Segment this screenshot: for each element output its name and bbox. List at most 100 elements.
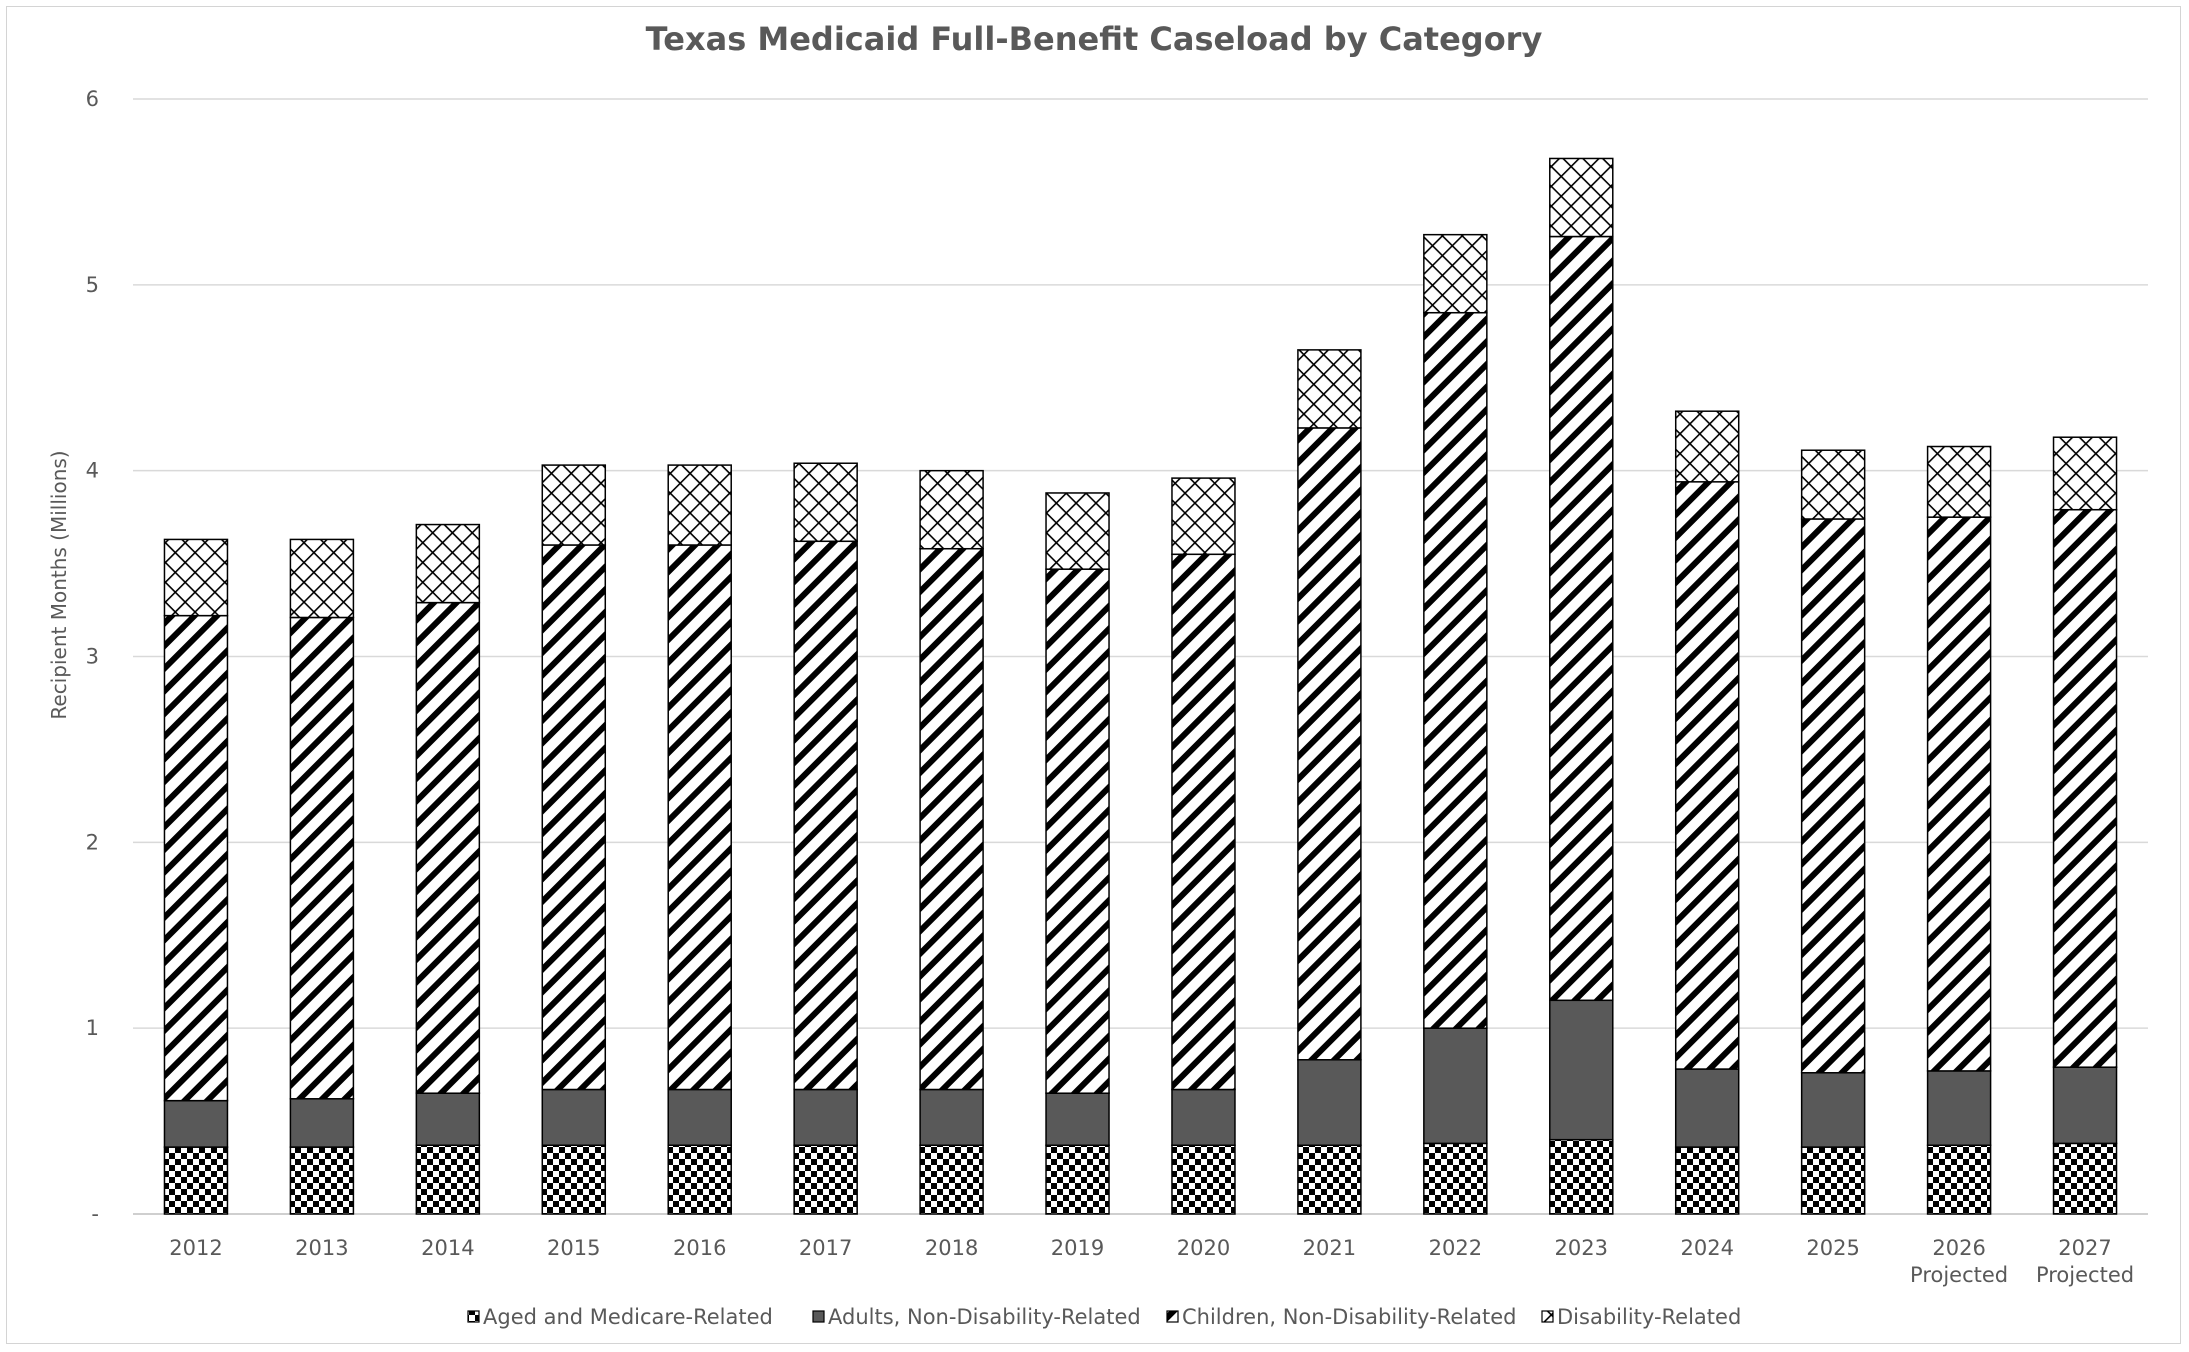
x-tick-label: 2021	[1303, 1236, 1356, 1260]
bar-stack-2021	[1297, 349, 1362, 1215]
bar-aged-and-medicare-related-2020	[1171, 1144, 1236, 1215]
y-axis-ticks: - 1 2 3 4 5 6	[86, 87, 99, 1226]
bar-disability-related-2017	[793, 462, 858, 543]
x-tick-label: 2026	[1932, 1236, 1985, 1260]
bar-disability-related-2016	[667, 464, 732, 546]
bar-stack-2024	[1674, 410, 1740, 1215]
legend: Aged and Medicare-Related Adults, Non-Dis…	[467, 1305, 1741, 1329]
bar-adults-non-disability-related-2023	[1549, 999, 1614, 1141]
bar-adults-non-disability-related-2019	[1045, 1092, 1110, 1146]
bar-children-non-disability-related-2027	[2052, 508, 2118, 1068]
bar-stack-2018	[919, 469, 984, 1215]
bar-children-non-disability-related-2021	[1297, 427, 1362, 1061]
bar-aged-and-medicare-related-2014	[415, 1144, 481, 1215]
bar-aged-and-medicare-related-2026	[1926, 1144, 1992, 1215]
bar-aged-and-medicare-related-2024	[1674, 1146, 1740, 1215]
bar-aged-and-medicare-related-2017	[793, 1144, 858, 1215]
bar-stack-2017	[793, 462, 858, 1215]
x-tick-label: 2013	[295, 1236, 348, 1260]
x-tick-label: 2023	[1555, 1236, 1608, 1260]
bar-adults-non-disability-related-2021	[1297, 1059, 1362, 1146]
bar-stack-2027	[2052, 436, 2118, 1215]
bar-aged-and-medicare-related-2013	[289, 1146, 355, 1215]
bar-adults-non-disability-related-2017	[793, 1088, 858, 1146]
bar-children-non-disability-related-2020	[1171, 553, 1236, 1091]
x-tick-label: 2012	[169, 1236, 222, 1260]
legend-swatch	[812, 1310, 825, 1323]
bar-children-non-disability-related-2022	[1423, 311, 1488, 1029]
bar-adults-non-disability-related-2014	[415, 1092, 481, 1146]
legend-item-adults-non-disability-related: Adults, Non-Disability-Related	[812, 1305, 1141, 1329]
x-tick-label: 2022	[1429, 1236, 1482, 1260]
x-tick-label: 2024	[1680, 1236, 1733, 1260]
bar-stack-2025	[1800, 449, 1866, 1215]
bar-children-non-disability-related-2018	[919, 547, 984, 1091]
y-tick-label: 3	[86, 645, 99, 669]
bar-children-non-disability-related-2019	[1045, 568, 1110, 1094]
bar-aged-and-medicare-related-2021	[1297, 1144, 1362, 1215]
x-axis-ticks: 2012 2013 2014 2015 2016 2017 2018 2019 2020 2021…	[169, 1236, 2134, 1287]
legend-swatch	[1541, 1310, 1554, 1323]
y-tick-label: 2	[86, 830, 99, 854]
bar-aged-and-medicare-related-2025	[1800, 1146, 1866, 1215]
y-tick-label: 5	[86, 273, 99, 297]
bar-aged-and-medicare-related-2018	[919, 1144, 984, 1215]
bar-disability-related-2023	[1549, 157, 1614, 238]
bar-adults-non-disability-related-2025	[1800, 1072, 1866, 1148]
chart-area: Texas Medicaid Full-Benefit Caseload by …	[6, 6, 2181, 1344]
bar-disability-related-2026	[1926, 445, 1992, 518]
x-tick-label: 2014	[421, 1236, 474, 1260]
bar-disability-related-2018	[919, 469, 984, 550]
bar-children-non-disability-related-2012	[163, 614, 229, 1102]
bar-stack-2022	[1423, 233, 1488, 1215]
bar-aged-and-medicare-related-2022	[1423, 1142, 1488, 1215]
bar-children-non-disability-related-2013	[289, 616, 355, 1100]
bar-disability-related-2012	[163, 538, 229, 617]
legend-label: Aged and Medicare-Related	[483, 1305, 773, 1329]
bar-aged-and-medicare-related-2027	[2052, 1142, 2118, 1215]
bar-children-non-disability-related-2015	[541, 544, 607, 1091]
x-tick-label: 2018	[925, 1236, 978, 1260]
bar-stack-2020	[1171, 477, 1236, 1215]
bar-stack-2016	[667, 464, 732, 1215]
bar-aged-and-medicare-related-2023	[1549, 1138, 1614, 1215]
bar-aged-and-medicare-related-2012	[163, 1146, 229, 1215]
bar-children-non-disability-related-2023	[1549, 235, 1614, 1002]
legend-item-aged-and-medicare-related: Aged and Medicare-Related	[467, 1305, 773, 1329]
y-axis-title: Recipient Months (Millions)	[47, 450, 71, 719]
bar-stack-2012	[163, 538, 229, 1215]
y-tick-label: 1	[86, 1016, 99, 1040]
bar-adults-non-disability-related-2024	[1674, 1068, 1740, 1148]
legend-swatch	[467, 1310, 480, 1323]
bar-aged-and-medicare-related-2019	[1045, 1144, 1110, 1215]
x-tick-label: Projected	[2036, 1263, 2134, 1287]
legend-item-children-non-disability-related: Children, Non-Disability-Related	[1166, 1305, 1516, 1329]
bar-adults-non-disability-related-2018	[919, 1088, 984, 1146]
bar-stack-2019	[1045, 492, 1110, 1215]
y-tick-label: -	[91, 1202, 99, 1226]
bar-children-non-disability-related-2026	[1926, 516, 1992, 1072]
bar-disability-related-2015	[541, 464, 607, 546]
chart-title: Texas Medicaid Full-Benefit Caseload by …	[646, 20, 1543, 58]
legend-label: Children, Non-Disability-Related	[1182, 1305, 1516, 1329]
bar-aged-and-medicare-related-2016	[667, 1144, 732, 1215]
x-tick-label: 2016	[673, 1236, 726, 1260]
bar-disability-related-2013	[289, 538, 355, 619]
bar-adults-non-disability-related-2016	[667, 1088, 732, 1146]
bar-children-non-disability-related-2014	[415, 601, 481, 1094]
legend-item-disability-related: Disability-Related	[1541, 1305, 1741, 1329]
x-tick-label: 2025	[1806, 1236, 1859, 1260]
bar-adults-non-disability-related-2015	[541, 1088, 607, 1146]
bar-disability-related-2025	[1800, 449, 1866, 520]
legend-swatch	[1166, 1310, 1179, 1323]
bar-stack-2013	[289, 538, 355, 1215]
bar-disability-related-2024	[1674, 410, 1740, 483]
legend-label: Disability-Related	[1557, 1305, 1741, 1329]
bar-adults-non-disability-related-2026	[1926, 1070, 1992, 1146]
stacked-bar-chart: Texas Medicaid Full-Benefit Caseload by …	[47, 20, 2148, 1329]
bar-disability-related-2014	[415, 523, 481, 604]
bar-stack-2015	[541, 464, 607, 1215]
bar-stack-2023	[1549, 157, 1614, 1215]
bar-children-non-disability-related-2025	[1800, 518, 1866, 1074]
x-tick-label: 2017	[799, 1236, 852, 1260]
